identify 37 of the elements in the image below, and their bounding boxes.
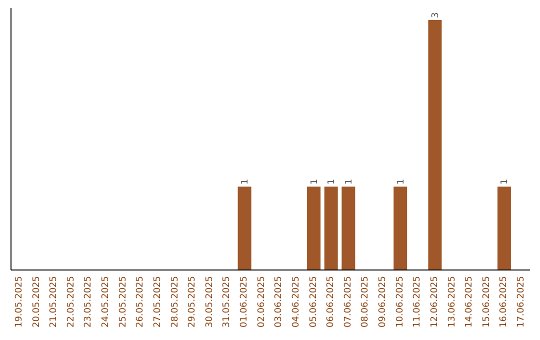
x-tick-label: 05.06.2025 [308, 276, 319, 328]
x-tick-label: 19.05.2025 [14, 276, 24, 328]
x-tick-label: 27.05.2025 [152, 276, 163, 328]
x-tick-label: 25.05.2025 [118, 276, 128, 328]
x-tick-label: 20.05.2025 [32, 276, 42, 328]
x-tick-label: 31.05.2025 [222, 276, 232, 328]
data-label: 3 [430, 12, 441, 18]
x-tick-label: 24.05.2025 [101, 276, 112, 328]
x-tick-label: 23.05.2025 [84, 276, 94, 328]
x-tick-label: 21.05.2025 [49, 276, 60, 328]
x-tick-label: 13.06.2025 [447, 276, 458, 328]
x-tick-label: 16.06.2025 [499, 276, 510, 328]
x-tick-label: 01.06.2025 [240, 276, 250, 328]
x-tick-label: 07.06.2025 [343, 276, 354, 328]
data-label: 1 [327, 178, 338, 185]
data-label: 1 [396, 178, 406, 185]
x-tick-label: 06.06.2025 [326, 276, 336, 328]
data-label: 1 [310, 178, 320, 185]
data-label: 1 [240, 178, 251, 185]
x-tick-label: 09.06.2025 [378, 276, 388, 328]
x-tick-label: 14.06.2025 [464, 276, 475, 328]
data-label: 1 [500, 178, 510, 185]
x-tick-label: 30.05.2025 [204, 276, 215, 328]
x-tick-label: 29.05.2025 [188, 276, 198, 328]
x-tick-label: 15.06.2025 [482, 276, 492, 328]
x-tick-label: 08.06.2025 [360, 276, 371, 328]
x-tick-label: 03.06.2025 [274, 276, 284, 328]
x-tick-label: 10.06.2025 [395, 276, 406, 328]
x-tick-label: 04.06.2025 [291, 276, 302, 328]
x-tick-label: 12.06.2025 [430, 276, 440, 328]
x-tick-label: 11.06.2025 [412, 276, 423, 328]
x-tick-label: 02.06.2025 [256, 276, 267, 328]
x-tick-label: 17.06.2025 [516, 276, 527, 328]
data-label: 1 [344, 178, 354, 185]
x-tick-label: 26.05.2025 [136, 276, 146, 328]
x-tick-label: 28.05.2025 [170, 276, 180, 328]
x-tick-label: 22.05.2025 [66, 276, 76, 328]
